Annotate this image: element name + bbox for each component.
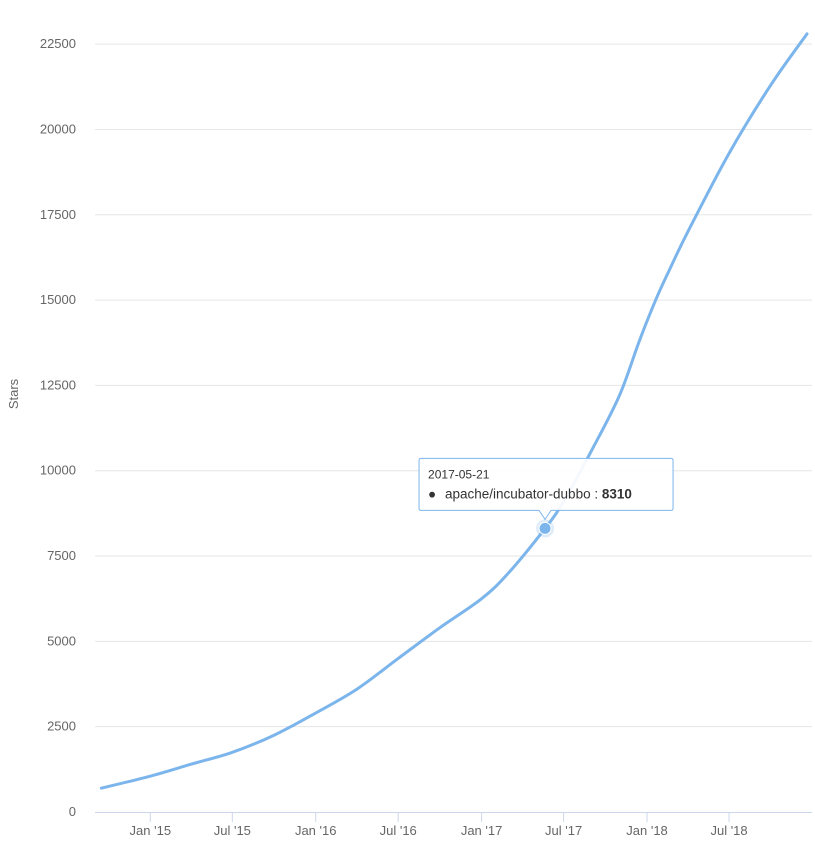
hover-marker-layer	[536, 519, 555, 538]
x-tick-label: Jan '18	[626, 823, 668, 838]
y-axis-title: Stars	[6, 378, 21, 409]
grid-lines	[95, 43, 812, 728]
y-tick-label: 15000	[40, 292, 76, 307]
y-tick-label: 2500	[47, 719, 76, 734]
y-tick-label: 0	[69, 804, 76, 819]
hover-point[interactable]	[538, 521, 552, 535]
x-tick-label: Jan '15	[130, 823, 172, 838]
y-tick-label: 22500	[40, 36, 76, 51]
x-axis: Jan '15 Jul '15 Jan '16 Jul '16 Jan '17 Jul '…	[95, 812, 812, 838]
x-tick-label: Jul '17	[545, 823, 582, 838]
x-tick-label: Jan '17	[461, 823, 503, 838]
y-tick-label: 7500	[47, 548, 76, 563]
tooltip-series-name: apache/incubator-dubbo	[445, 486, 591, 501]
series-layer	[99, 32, 809, 790]
tooltip-series-line: ● apache/incubator-dubbo : 8310	[428, 486, 632, 501]
y-tick-label: 10000	[40, 463, 76, 478]
x-tick-label: Jul '18	[710, 823, 747, 838]
y-tick-label: 12500	[40, 377, 76, 392]
x-tick-label: Jan '16	[295, 823, 337, 838]
y-tick-label: 20000	[40, 121, 76, 136]
y-tick-label: 5000	[47, 633, 76, 648]
x-tick-label: Jul '16	[380, 823, 417, 838]
y-tick-label: 17500	[40, 207, 76, 222]
tooltip-separator: :	[594, 486, 602, 501]
y-axis-tick-labels: 0 2500 5000 7500 10000 12500 15000 17500 20000 22…	[40, 36, 76, 819]
series-line	[99, 32, 809, 790]
tooltip-date: 2017-05-21	[428, 467, 490, 481]
x-tick-label: Jul '15	[214, 823, 251, 838]
tooltip: 2017-05-21 ● apache/incubator-dubbo : 83…	[418, 457, 674, 521]
tooltip-bullet: ●	[428, 486, 436, 501]
tooltip-box	[418, 457, 674, 521]
tooltip-value: 8310	[602, 486, 632, 501]
